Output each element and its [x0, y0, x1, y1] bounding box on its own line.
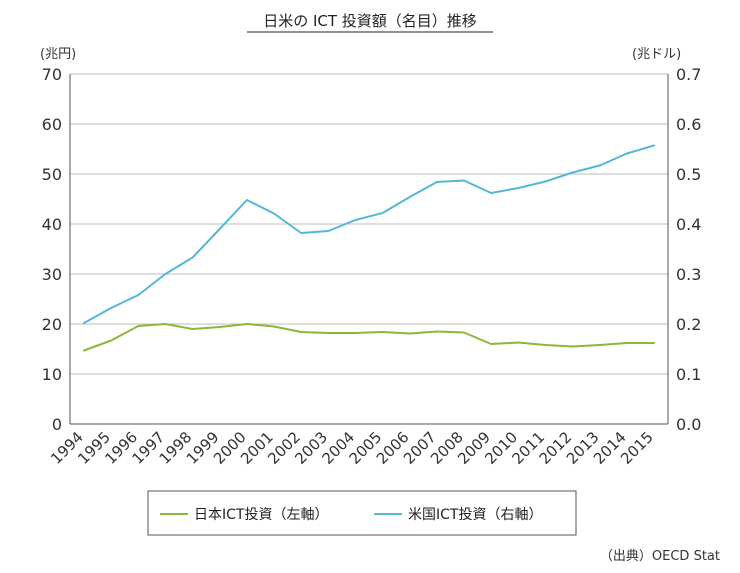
chart-title: 日米の ICT 投資額（名目）推移: [263, 12, 477, 30]
left-axis-ticks: 0 10 20 30 40 50 60 70: [42, 65, 62, 434]
left-tick-label: 10: [42, 365, 62, 384]
left-tick-label: 70: [42, 65, 62, 84]
right-tick-label: 0.3: [676, 265, 701, 284]
left-tick-label: 50: [42, 165, 62, 184]
grid: [69, 73, 669, 425]
right-tick-label: 0.1: [676, 365, 701, 384]
legend-box: [147, 490, 577, 536]
left-tick-label: 20: [42, 315, 62, 334]
right-tick-label: 0.2: [676, 315, 701, 334]
right-tick-label: 0.7: [676, 65, 701, 84]
right-tick-label: 0.5: [676, 165, 701, 184]
left-tick-label: 60: [42, 115, 62, 134]
right-axis-unit: (兆ドル): [632, 47, 681, 62]
left-tick-label: 0: [52, 415, 62, 434]
source-note: （出典）OECD Stat: [600, 549, 720, 564]
x-axis-ticks: 1994199519961997199819992000200120022003…: [47, 428, 657, 468]
left-tick-label: 40: [42, 215, 62, 234]
series-line-us: [83, 144, 655, 324]
right-tick-label: 0.0: [676, 415, 701, 434]
legend-label-us: 米国ICT投資（右軸）: [408, 507, 542, 523]
left-axis-unit: (兆円): [40, 47, 76, 62]
right-axis-ticks: 0.0 0.1 0.2 0.3 0.4 0.5 0.6 0.7: [676, 65, 701, 434]
legend-label-japan: 日本ICT投資（左軸）: [194, 507, 328, 523]
legend: 日本ICT投資（左軸） 米国ICT投資（右軸）: [147, 490, 577, 536]
right-tick-label: 0.6: [676, 115, 701, 134]
right-tick-label: 0.4: [676, 215, 701, 234]
left-tick-label: 30: [42, 265, 62, 284]
x-tick-label: 2015: [617, 428, 657, 468]
series-lines: [83, 144, 655, 352]
series-line-japan: [83, 323, 655, 352]
